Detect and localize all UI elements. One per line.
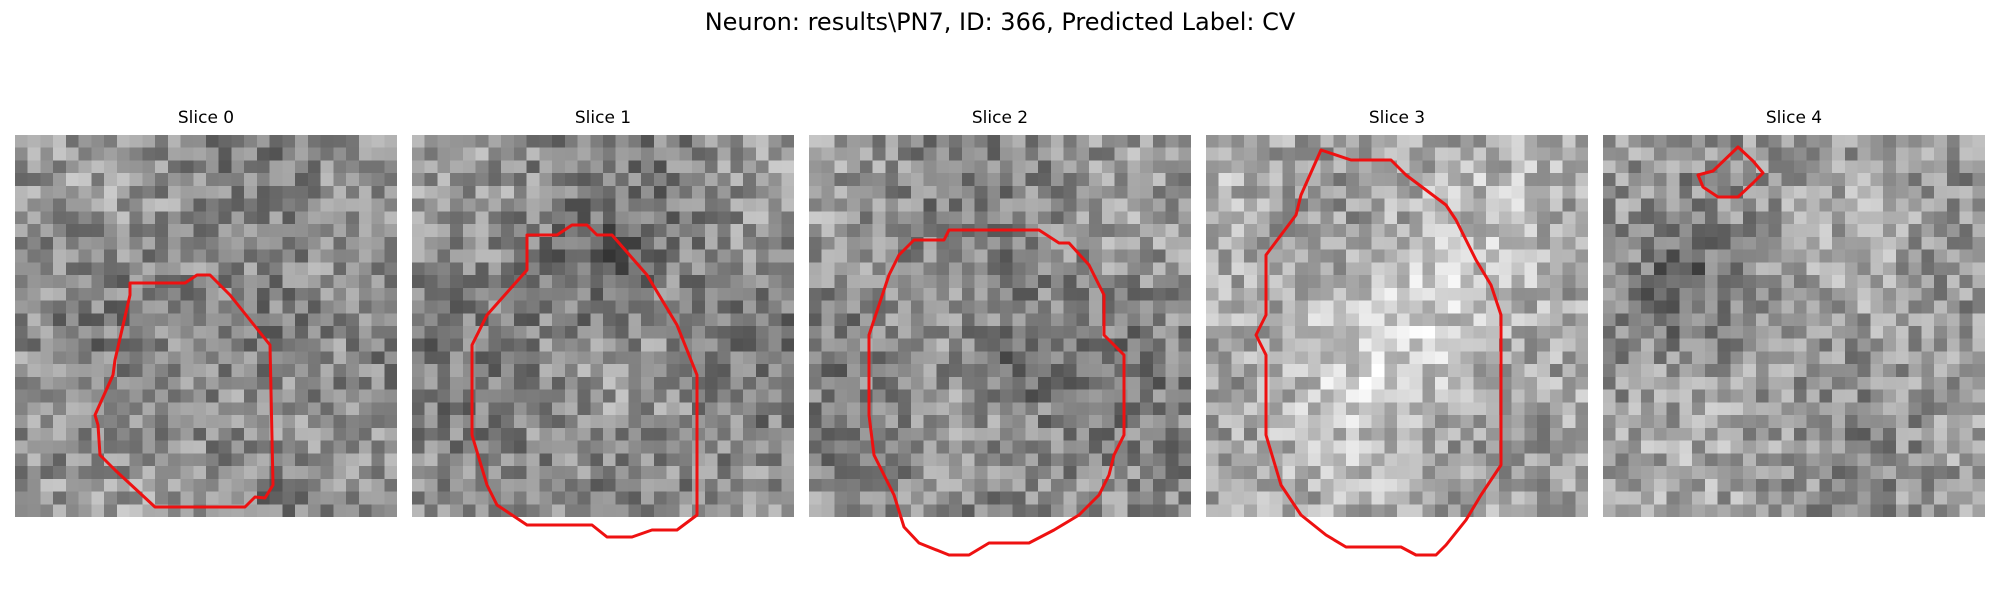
slice-title-3: Slice 3 <box>1368 108 1426 128</box>
slice-overlay-3 <box>1254 148 1503 557</box>
slice-image-1 <box>412 135 794 539</box>
slice-overlay-0 <box>93 273 275 509</box>
slice-image-0 <box>15 135 397 517</box>
figure-title: Neuron: results\PN7, ID: 366, Predicted … <box>704 8 1296 36</box>
slice-grayscale-3 <box>1206 135 1588 517</box>
slice-title-2: Slice 2 <box>971 108 1029 128</box>
slice-overlay-2 <box>867 228 1126 557</box>
slice-title-0: Slice 0 <box>177 108 235 128</box>
slice-grayscale-1 <box>412 135 794 517</box>
slice-image-3 <box>1206 135 1588 557</box>
slice-title-4: Slice 4 <box>1765 108 1823 128</box>
slice-image-4 <box>1603 135 1985 517</box>
roi-contour-0 <box>93 273 275 509</box>
roi-contour-1 <box>470 223 699 539</box>
roi-contour-3 <box>1254 148 1503 557</box>
slice-grayscale-0 <box>15 135 397 517</box>
slice-overlay-4 <box>1696 145 1765 199</box>
slice-title-1: Slice 1 <box>574 108 632 128</box>
slice-image-2 <box>809 135 1191 557</box>
slice-overlay-1 <box>470 223 699 539</box>
roi-contour-4 <box>1696 145 1765 199</box>
slice-grayscale-4 <box>1603 135 1985 517</box>
roi-contour-2 <box>867 228 1126 557</box>
